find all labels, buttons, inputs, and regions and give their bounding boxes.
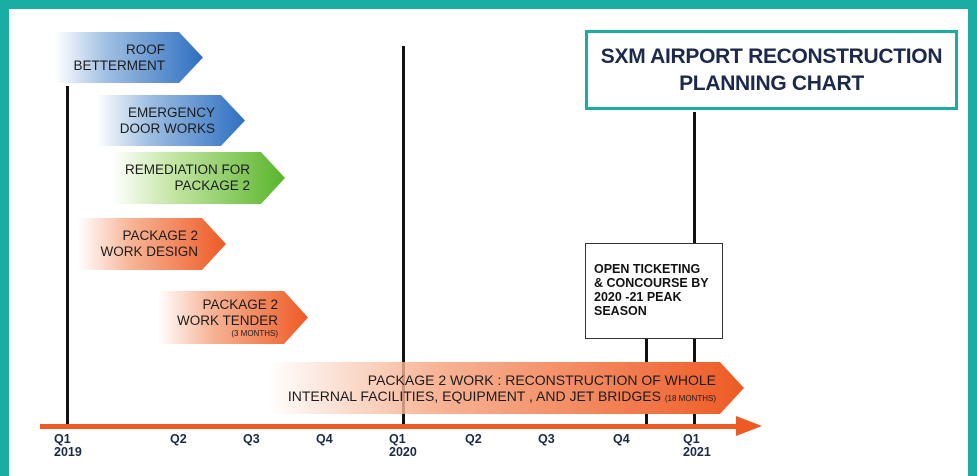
task-arrow-package2-work: PACKAGE 2 WORK : RECONSTRUCTION OF WHOLE… [268, 362, 744, 414]
task-label: EMERGENCY DOOR WORKS [119, 104, 215, 136]
tick-q4-2019: Q4 [316, 432, 333, 446]
task-duration: (3 MONTHS) [231, 328, 278, 338]
tick-q4-2020: Q4 [613, 432, 630, 446]
tick-q3-2019: Q3 [243, 432, 260, 446]
task-arrow-package2-tender: PACKAGE 2 WORK TENDER (3 MONTHS) [158, 291, 308, 344]
chart-title-box: SXM AIRPORT RECONSTRUCTION PLANNING CHAR… [585, 30, 958, 110]
milestone-note: OPEN TICKETING & CONCOURSE BY 2020 -21 P… [594, 262, 709, 318]
task-label: PACKAGE 2 WORK DESIGN [100, 228, 198, 259]
task-arrow-package2-design: PACKAGE 2 WORK DESIGN [78, 218, 226, 270]
task-arrow-roof-betterment: ROOF BETTERMENT [55, 32, 203, 83]
task-duration: (18 MONTHS) [664, 394, 716, 403]
tick-q2-2019: Q2 [170, 432, 187, 446]
task-label: ROOF BETTERMENT [73, 41, 165, 73]
task-arrow-emergency-door-works: EMERGENCY DOOR WORKS [97, 95, 245, 146]
task-label: REMEDIATION FOR PACKAGE 2 [124, 162, 250, 193]
tick-q1-2020: Q1 2020 [389, 432, 417, 459]
milestone-line-q1-2019 [66, 86, 69, 426]
timeline-arrowhead [736, 416, 762, 436]
chart-title: SXM AIRPORT RECONSTRUCTION PLANNING CHAR… [600, 45, 943, 95]
task-label: PACKAGE 2 WORK TENDER [176, 296, 278, 328]
tick-q3-2020: Q3 [538, 432, 555, 446]
tick-q1-2021: Q1 2021 [683, 432, 711, 459]
tick-q2-2020: Q2 [465, 432, 482, 446]
milestone-note-box: OPEN TICKETING & CONCOURSE BY 2020 -21 P… [585, 243, 723, 339]
tick-q1-2019: Q1 2019 [54, 432, 82, 459]
task-label: PACKAGE 2 WORK : RECONSTRUCTION OF WHOLE… [287, 372, 716, 404]
timeline-axis [40, 424, 740, 429]
milestone-line-q1-2020 [402, 46, 405, 426]
task-arrow-remediation: REMEDIATION FOR PACKAGE 2 [112, 152, 285, 204]
